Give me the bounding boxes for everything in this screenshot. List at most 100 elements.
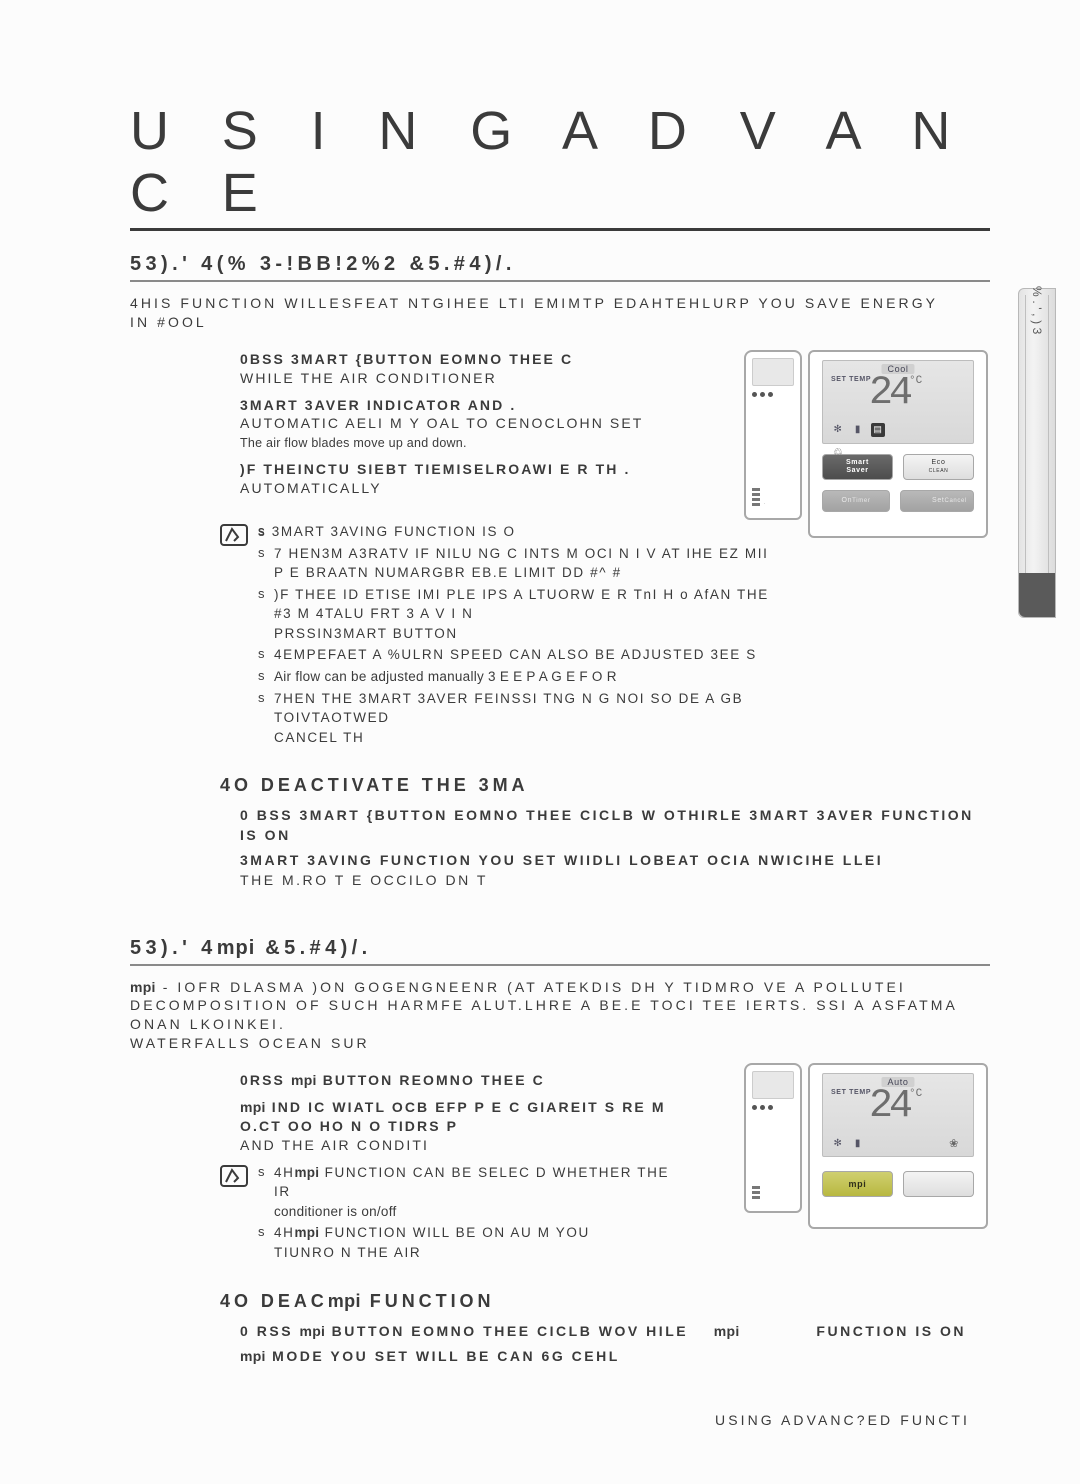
s2-step2b: AND THE AIR CONDITI [240, 1137, 429, 1153]
lcd-temp: 24°C [869, 371, 922, 416]
section1-deactivate-head: 4O DEACTIVATE THE 3MA [220, 775, 990, 796]
s1-note-0: s 3MART 3AVING FUNCTION IS O [258, 522, 770, 542]
section2-title: 53).' 4mpi &5.#4)/. [130, 937, 990, 966]
cycle-icon: ♲ [833, 446, 844, 459]
s2-intro-l3: WATERFALLS OCEAN SUR [130, 1035, 370, 1051]
s1-step3a: )F THEINCTU SIEBT TIEMISELROAWI E R TH . [240, 461, 630, 477]
remote-body-2 [744, 1063, 802, 1213]
doc-icon: ▤ [871, 423, 885, 437]
side-tab-line-left [1025, 295, 1026, 611]
mpi-label-3: mpi [291, 1072, 317, 1088]
s1-step3b: AUTOMATICALLY [240, 480, 382, 496]
on-timer-button[interactable]: OnTimer [822, 490, 890, 512]
lcd-icon-row: ✻ ▮ ▤ [831, 423, 885, 437]
s2-intro-l2: DECOMPOSITION OF SUCH HARMFE ALUT.LHRE A… [130, 997, 957, 1032]
section2-deactivate-body: 0 RSS mpi BUTTON EOMNO THEE CICLB WOV HI… [240, 1322, 990, 1367]
s1-note-5: Air flow can be adjusted manually 3 E E … [258, 667, 770, 687]
section1-intro: 4HIS FUNCTION WILLESFEAT NTGIHEE LTI EMI… [130, 294, 990, 332]
section1-notes: s 3MART 3AVING FUNCTION IS O 7 HEN3M A3R… [220, 522, 770, 749]
remote-dots [752, 392, 800, 397]
blank-button-3[interactable] [903, 1171, 974, 1197]
note-icon [220, 524, 248, 546]
section2-deactivate-head: 4O DEACmpi FUNCTION [220, 1291, 990, 1312]
bar-icon-2: ▮ [851, 1136, 865, 1150]
remote-body: · [744, 350, 802, 520]
lcd-screen-2: Auto SET TEMP 24°C ✻ ▮ ❀ [822, 1073, 974, 1157]
s2-note-1b: TIUNRO N THE AIR [274, 1245, 421, 1260]
lcd-temp-2: 24°C [869, 1084, 922, 1129]
remote-illustration-2: Auto SET TEMP 24°C ✻ ▮ ❀ mpi [744, 1063, 990, 1263]
s1-deact1: 0 BSS 3MART {BUTTON EOMNO THEE CICLB W O… [240, 806, 990, 845]
lcd-temp-val-2: 24 [869, 1084, 909, 1129]
s2-deact2: mpi MODE YOU SET WILL BE CAN 6G CEHL [240, 1347, 990, 1367]
s2-note-1: 4Hmpi FUNCTION WILL BE ON AU M YOUTIUNRO… [258, 1223, 690, 1262]
remote-mini-screen [752, 358, 794, 386]
section1-intro-l2: IN #OOL [130, 314, 207, 330]
s2-title-post: &5.#4)/. [255, 937, 371, 959]
remote-bars-2 [752, 1186, 760, 1201]
s2-note-0: 4Hmpi FUNCTION CAN BE SELEC D WHETHER TH… [258, 1163, 690, 1222]
section2-notes: 4Hmpi FUNCTION CAN BE SELEC D WHETHER TH… [220, 1163, 690, 1265]
lcd-temp-val: 24 [869, 371, 909, 416]
snowflake-icon-2: ✻ [831, 1136, 845, 1150]
section1-note-list: s 3MART 3AVING FUNCTION IS O 7 HEN3M A3R… [258, 522, 770, 749]
lcd-screen-1: Cool SET TEMP 24°C ✻ ▮ ▤ ♲ [822, 360, 974, 444]
eco-clean-button[interactable]: EcoCLEAN [903, 454, 974, 480]
remote-mini-screen-2 [752, 1071, 794, 1099]
remote-bars [752, 488, 760, 508]
main-title: U S I N G A D V A N C E [130, 100, 990, 231]
mpi-label-4: mpi [240, 1099, 266, 1115]
page-footer: USING ADVANC?ED FUNCTI [715, 1412, 970, 1428]
s1-note-2b: PRSSIN3MART BUTTON [274, 626, 458, 641]
page-root: %.',)3 U S I N G A D V A N C E 53).' 4(%… [0, 0, 1080, 1484]
s2-deact-head-pre: 4O DEAC [220, 1291, 328, 1311]
s2-intro-l1: - IOFR DLASMA )ON GOGENGNEENR (AT ATEKDI… [156, 979, 906, 995]
lcd-settemp-label: SET TEMP [831, 376, 871, 383]
remote-tiny-text: · [764, 501, 766, 506]
s2-title-pre: 53).' 4 [130, 937, 217, 959]
lcd-temp-unit-2: °C [909, 1088, 922, 1100]
remote-illustration-1: · Cool SET TEMP 24°C ✻ ▮ ▤ ♲ SmartSaver … [744, 350, 990, 550]
snowflake-icon: ✻ [831, 423, 845, 437]
set-cancel-button[interactable]: SetCancel [900, 490, 974, 512]
s1-step2a: 3MART 3AVER INDICATOR AND . [240, 397, 516, 413]
section2: 53).' 4mpi &5.#4)/. mpi - IOFR DLASMA )O… [130, 937, 990, 1367]
s1-note-2: )F THEE ID ETISE IMI PLE IPS A LTUORW E … [258, 585, 770, 644]
remote-dots-2 [752, 1105, 800, 1110]
s1-step1b: WHILE THE AIR CONDITIONER [240, 370, 497, 386]
lcd-settemp-label-2: SET TEMP [831, 1089, 871, 1096]
lcd-temp-unit: °C [909, 375, 922, 387]
remote-display-1: Cool SET TEMP 24°C ✻ ▮ ▤ ♲ SmartSaver Ec… [808, 350, 988, 538]
section2-note-list: 4Hmpi FUNCTION CAN BE SELEC D WHETHER TH… [258, 1163, 690, 1265]
s1-note-4: 4EMPEFAET A %ULRN SPEED CAN ALSO BE ADJU… [258, 645, 770, 665]
side-tab: %.',)3 [1018, 288, 1056, 618]
section1-intro-l1: 4HIS FUNCTION WILLESFEAT NTGIHEE LTI EMI… [130, 295, 938, 311]
s2-deact1: 0 RSS mpi BUTTON EOMNO THEE CICLB WOV HI… [240, 1322, 990, 1342]
mpi-label-2: mpi [130, 979, 156, 995]
section1-steps: 0BSS 3MART {BUTTON EOMNO THEE C WHILE TH… [240, 350, 710, 498]
section1-deactivate-body: 0 BSS 3MART {BUTTON EOMNO THEE CICLB W O… [240, 806, 990, 890]
s1-note-6: 7HEN THE 3MART 3AVER FEINSSI TNG N G NOI… [258, 689, 770, 748]
remote1-btn-row2: OnTimer SetCancel [822, 490, 974, 512]
s1-deact2a: 3MART 3AVING FUNCTION YOU SET WIIDLI LOB… [240, 852, 883, 868]
s2-note-0b: conditioner is on/off [274, 1204, 397, 1219]
remote1-btn-row1: SmartSaver EcoCLEAN [822, 454, 974, 480]
section2-body: 0RSS mpi BUTTON REOMNO THEE C mpi IND IC… [130, 1071, 990, 1264]
s2-step1-post: BUTTON REOMNO THEE C [317, 1072, 545, 1088]
s2-step1-pre: 0RSS [240, 1072, 291, 1088]
s2-deact-head-post: FUNCTION [361, 1291, 495, 1311]
s1-note-1: 7 HEN3M A3RATV IF NILU NG C INTS M OCI N… [258, 544, 770, 583]
side-tab-line-right [1048, 295, 1049, 611]
s1-step2c: The air flow blades move up and down. [240, 436, 467, 450]
note-icon-2 [220, 1165, 248, 1187]
section2-steps: 0RSS mpi BUTTON REOMNO THEE C mpi IND IC… [240, 1071, 690, 1155]
leaf-icon: ❀ [949, 1137, 959, 1150]
mpi-label: mpi [217, 937, 256, 959]
mpi-button[interactable]: mpi [822, 1171, 893, 1197]
section2-intro: mpi - IOFR DLASMA )ON GOGENGNEENR (AT AT… [130, 978, 990, 1054]
bar-icon: ▮ [851, 423, 865, 437]
remote2-btn-row2: mpi [822, 1171, 974, 1197]
lcd-icon-row-2: ✻ ▮ [831, 1136, 865, 1150]
s2-step2: IND IC WIATL OCB EFP P E C GIAREIT S RE … [240, 1099, 666, 1134]
s1-step1a: 0BSS 3MART {BUTTON EOMNO THEE C [240, 351, 573, 367]
